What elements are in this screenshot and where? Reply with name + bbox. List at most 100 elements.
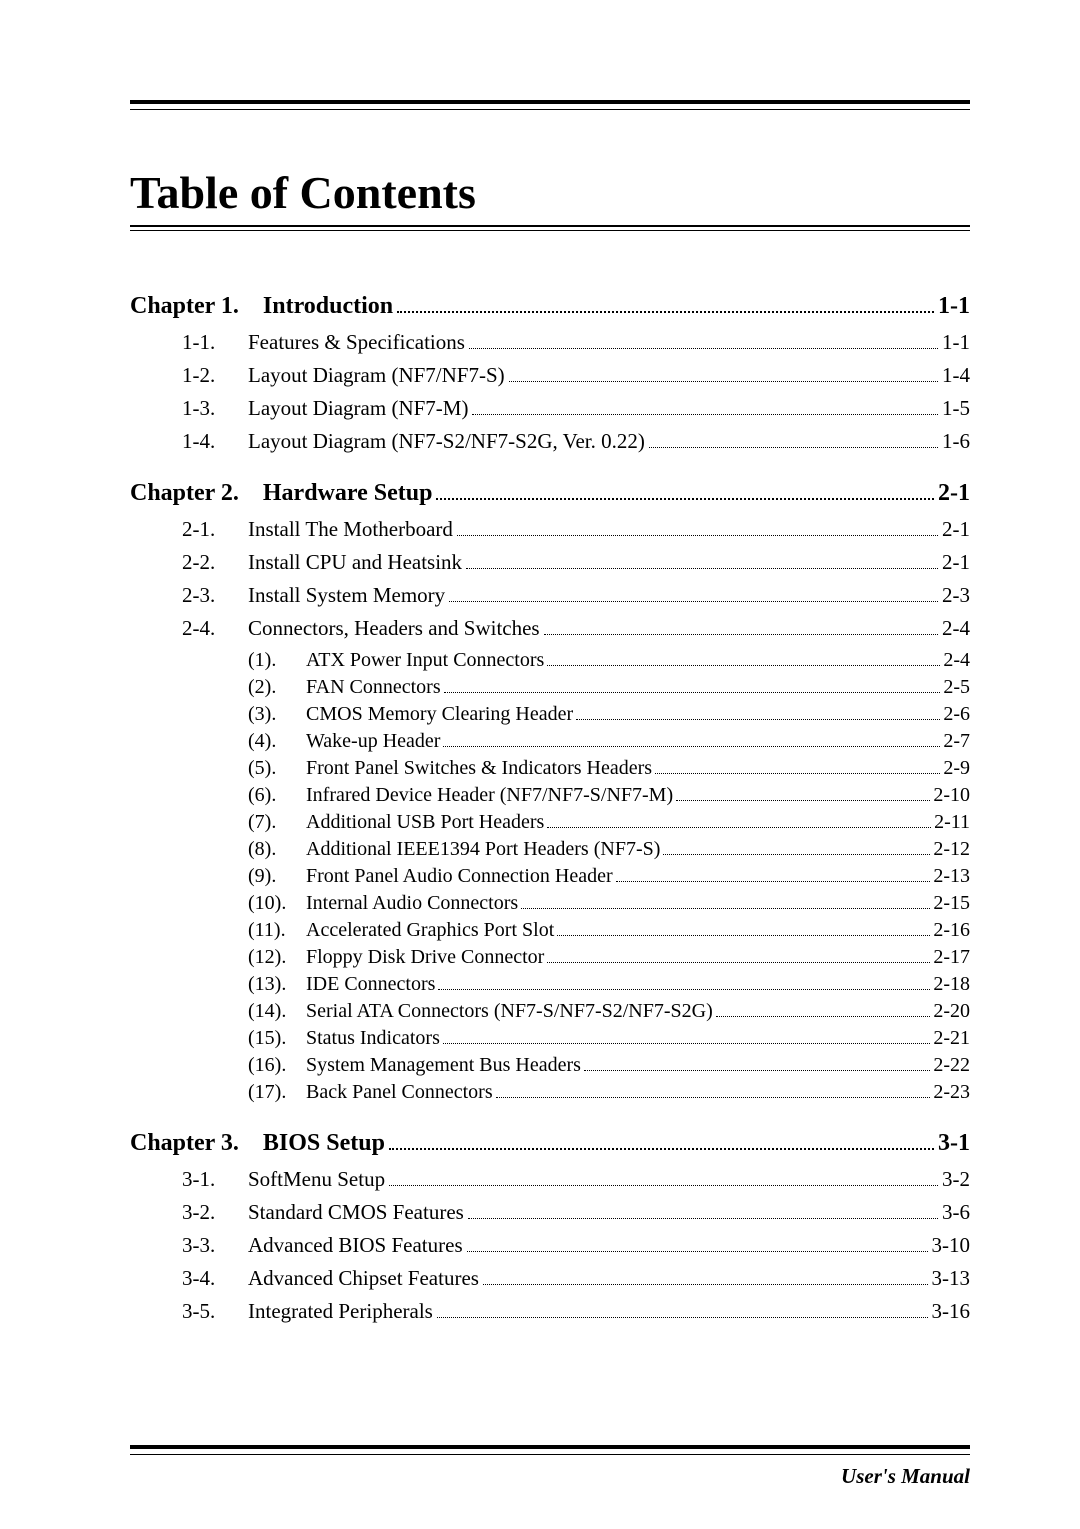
subsection-title: Wake-up Header bbox=[306, 730, 440, 753]
leader-dots bbox=[483, 1284, 928, 1285]
leader-dots bbox=[389, 1185, 938, 1186]
subsection-number: (2). bbox=[248, 676, 306, 699]
section-title: Install System Memory bbox=[248, 583, 445, 608]
subsection-title: CMOS Memory Clearing Header bbox=[306, 703, 573, 726]
subsection-page: 2-17 bbox=[933, 946, 970, 969]
leader-dots bbox=[444, 692, 941, 693]
subsection-page: 2-11 bbox=[934, 811, 970, 834]
subsection-number: (15). bbox=[248, 1027, 306, 1050]
section-line: 2-4.Connectors, Headers and Switches2-4 bbox=[182, 616, 970, 641]
leader-dots bbox=[521, 908, 930, 909]
top-rule bbox=[130, 100, 970, 110]
subsection-number: (9). bbox=[248, 865, 306, 888]
subsection-number: (3). bbox=[248, 703, 306, 726]
leader-dots bbox=[544, 634, 938, 635]
leader-dots bbox=[616, 881, 931, 882]
section-page: 2-1 bbox=[942, 517, 970, 542]
bottom-rule bbox=[130, 1445, 970, 1455]
section-title: Standard CMOS Features bbox=[248, 1200, 464, 1225]
leader-dots bbox=[576, 719, 940, 720]
subsection-number: (6). bbox=[248, 784, 306, 807]
section-line: 1-1.Features & Specifications1-1 bbox=[182, 330, 970, 355]
subsection-line: (17).Back Panel Connectors2-23 bbox=[248, 1081, 970, 1104]
section-line: 3-5.Integrated Peripherals3-16 bbox=[182, 1299, 970, 1324]
subsection-title: Additional IEEE1394 Port Headers (NF7-S) bbox=[306, 838, 660, 861]
section-number: 3-1. bbox=[182, 1167, 248, 1192]
leader-dots bbox=[443, 746, 940, 747]
subsection-line: (13).IDE Connectors2-18 bbox=[248, 973, 970, 996]
subsection-line: (1).ATX Power Input Connectors2-4 bbox=[248, 649, 970, 672]
section-title: Advanced BIOS Features bbox=[248, 1233, 463, 1258]
subsection-line: (12).Floppy Disk Drive Connector2-17 bbox=[248, 946, 970, 969]
section-title: Advanced Chipset Features bbox=[248, 1266, 479, 1291]
subsection-number: (13). bbox=[248, 973, 306, 996]
leader-dots bbox=[397, 311, 934, 313]
subsection-page: 2-13 bbox=[933, 865, 970, 888]
section-number: 3-5. bbox=[182, 1299, 248, 1324]
chapter-page: 2-1 bbox=[938, 480, 970, 507]
section-line: 2-3.Install System Memory2-3 bbox=[182, 583, 970, 608]
chapter-title: Introduction bbox=[263, 293, 393, 320]
section-line: 3-2.Standard CMOS Features3-6 bbox=[182, 1200, 970, 1225]
page: Table of Contents Chapter 1.Introduction… bbox=[0, 0, 1080, 1392]
subsection-title: Floppy Disk Drive Connector bbox=[306, 946, 544, 969]
subsection-number: (16). bbox=[248, 1054, 306, 1077]
leader-dots bbox=[649, 447, 938, 448]
leader-dots bbox=[676, 800, 930, 801]
section-number: 3-3. bbox=[182, 1233, 248, 1258]
leader-dots bbox=[472, 414, 938, 415]
leader-dots bbox=[655, 773, 940, 774]
leader-dots bbox=[467, 1251, 928, 1252]
section-page: 1-5 bbox=[942, 396, 970, 421]
section-title: Install CPU and Heatsink bbox=[248, 550, 462, 575]
section-line: 3-4.Advanced Chipset Features 3-13 bbox=[182, 1266, 970, 1291]
section-page: 3-2 bbox=[942, 1167, 970, 1192]
section-number: 2-3. bbox=[182, 583, 248, 608]
section-page: 3-13 bbox=[932, 1266, 971, 1291]
leader-dots bbox=[557, 935, 930, 936]
subsection-title: Back Panel Connectors bbox=[306, 1081, 493, 1104]
subsection-title: Additional USB Port Headers bbox=[306, 811, 544, 834]
section-title: Layout Diagram (NF7-S2/NF7-S2G, Ver. 0.2… bbox=[248, 429, 645, 454]
subsection-number: (14). bbox=[248, 1000, 306, 1023]
section-line: 1-4.Layout Diagram (NF7-S2/NF7-S2G, Ver.… bbox=[182, 429, 970, 454]
subsection-line: (4).Wake-up Header2-7 bbox=[248, 730, 970, 753]
leader-dots bbox=[584, 1070, 930, 1071]
subsection-page: 2-4 bbox=[943, 649, 970, 672]
subsection-title: Front Panel Audio Connection Header bbox=[306, 865, 613, 888]
leader-dots bbox=[716, 1016, 931, 1017]
section-number: 2-1. bbox=[182, 517, 248, 542]
chapter-title: BIOS Setup bbox=[263, 1130, 385, 1157]
subsection-line: (7).Additional USB Port Headers2-11 bbox=[248, 811, 970, 834]
subsection-number: (4). bbox=[248, 730, 306, 753]
leader-dots bbox=[438, 989, 930, 990]
leader-dots bbox=[509, 381, 938, 382]
section-page: 3-10 bbox=[932, 1233, 971, 1258]
subsection-page: 2-18 bbox=[933, 973, 970, 996]
leader-dots bbox=[547, 827, 931, 828]
chapter-label: Chapter 1. bbox=[130, 293, 239, 320]
subsection-line: (9).Front Panel Audio Connection Header 2… bbox=[248, 865, 970, 888]
subsection-line: (11).Accelerated Graphics Port Slot2-16 bbox=[248, 919, 970, 942]
chapter-line: Chapter 3.BIOS Setup3-1 bbox=[130, 1130, 970, 1157]
section-line: 1-2.Layout Diagram (NF7/NF7-S)1-4 bbox=[182, 363, 970, 388]
subsection-line: (10).Internal Audio Connectors2-15 bbox=[248, 892, 970, 915]
section-page: 2-1 bbox=[942, 550, 970, 575]
subsection-title: Infrared Device Header (NF7/NF7-S/NF7-M) bbox=[306, 784, 673, 807]
subsection-line: (3).CMOS Memory Clearing Header2-6 bbox=[248, 703, 970, 726]
section-line: 2-2.Install CPU and Heatsink2-1 bbox=[182, 550, 970, 575]
section-title: Install The Motherboard bbox=[248, 517, 453, 542]
subsection-line: (16).System Management Bus Headers2-22 bbox=[248, 1054, 970, 1077]
chapter-title: Hardware Setup bbox=[263, 480, 433, 507]
subsection-page: 2-9 bbox=[943, 757, 970, 780]
section-line: 3-1.SoftMenu Setup3-2 bbox=[182, 1167, 970, 1192]
section-number: 3-4. bbox=[182, 1266, 248, 1291]
subsection-line: (8).Additional IEEE1394 Port Headers (NF… bbox=[248, 838, 970, 861]
section-title: Connectors, Headers and Switches bbox=[248, 616, 540, 641]
subsection-title: FAN Connectors bbox=[306, 676, 441, 699]
chapter-label: Chapter 2. bbox=[130, 480, 239, 507]
subsection-title: ATX Power Input Connectors bbox=[306, 649, 544, 672]
section-page: 3-6 bbox=[942, 1200, 970, 1225]
subsection-title: Internal Audio Connectors bbox=[306, 892, 518, 915]
section-line: 3-3.Advanced BIOS Features 3-10 bbox=[182, 1233, 970, 1258]
